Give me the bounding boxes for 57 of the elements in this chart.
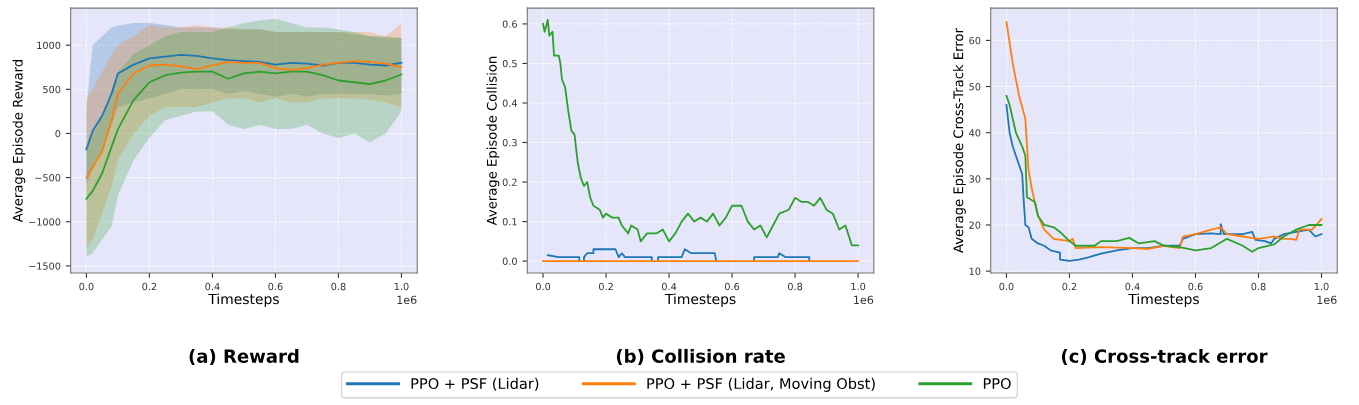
x-tick-label: 0.2 [1062, 282, 1077, 291]
y-tick-label: −1500 [29, 262, 61, 270]
x-axis-title: Timesteps [1128, 293, 1199, 307]
y-tick-label: 0.3 [502, 138, 517, 147]
y-tick-label: 0.4 [502, 99, 518, 107]
x-tick-label: 0.8 [1251, 282, 1266, 291]
x-tick-label: 0.0 [535, 282, 551, 291]
y-tick-label: 0.1 [502, 218, 517, 226]
y-tick-label: −500 [35, 174, 61, 182]
line-series [1005, 21, 1323, 250]
text: 1e6 [1317, 295, 1337, 305]
y-tick-label: 10 [969, 267, 981, 275]
x-tick-label: 0.4 [1125, 282, 1140, 291]
y-tick-label: 500 [43, 85, 61, 94]
y-axis-title: Average Episode Reward [12, 59, 26, 223]
text: 1e6 [397, 295, 417, 305]
x-axis-title: Timesteps [208, 293, 279, 307]
x-tick-label: 0.4 [661, 282, 677, 291]
y-axis-title: Average Episode Collision [486, 56, 500, 226]
x-tick-label: 1.0 [851, 282, 866, 291]
x-tick-label: 0.6 [268, 282, 283, 291]
legend-label: PPO + PSF (Lidar) [411, 377, 539, 391]
y-tick-label: 0 [55, 129, 61, 138]
x-tick-label: 0.8 [331, 282, 346, 291]
text: (c) Cross-track error [1061, 348, 1268, 366]
x-tick-label: 0.4 [205, 282, 220, 291]
x-tick-label: 0.0 [79, 282, 94, 291]
y-tick-label: 40 [969, 129, 981, 137]
line-series [85, 53, 403, 151]
line-series [542, 19, 859, 247]
line-series [85, 70, 403, 200]
x-tick-label: 0.6 [724, 282, 740, 291]
legend-label: PPO [983, 378, 1011, 390]
line-series [85, 60, 403, 179]
x-tick-label: 1.0 [1314, 282, 1329, 291]
y-tick-label: 0.6 [502, 20, 517, 28]
y-tick-label: 0.5 [502, 59, 517, 68]
text: (a) Reward [189, 348, 299, 366]
text: (b) Collision rate [616, 348, 785, 366]
x-tick-label: 0.8 [787, 282, 803, 291]
y-tick-label: 0.0 [502, 257, 517, 265]
x-tick-label: 0.2 [598, 282, 613, 291]
legend-label: PPO + PSF (Lidar, Moving Obst) [647, 377, 875, 392]
y-tick-label: 0.2 [502, 178, 517, 186]
x-tick-label: 0.0 [999, 282, 1014, 291]
y-axis-title: Average Episode Cross-Track Error [953, 28, 966, 253]
y-tick-label: −1000 [29, 218, 61, 226]
text: 1e6 [854, 295, 874, 305]
y-tick-label: 60 [969, 36, 981, 45]
y-tick-label: 50 [969, 83, 981, 91]
x-tick-label: 1.0 [394, 282, 409, 291]
y-tick-label: 1000 [37, 41, 61, 50]
y-tick-label: 20 [969, 221, 981, 229]
x-tick-label: 0.2 [142, 282, 157, 291]
x-axis-title: Timesteps [664, 293, 736, 307]
x-tick-label: 0.6 [1188, 282, 1203, 291]
y-tick-label: 30 [969, 175, 981, 183]
